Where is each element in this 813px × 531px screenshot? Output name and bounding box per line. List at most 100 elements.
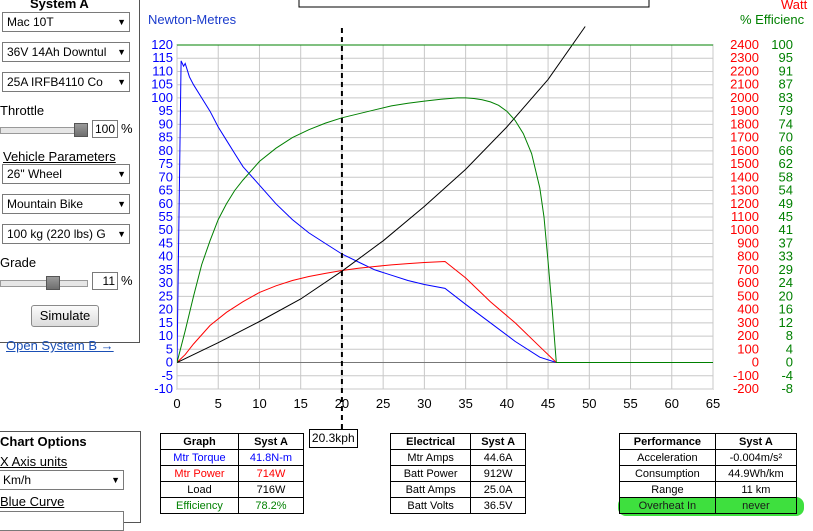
y-left-tick-label: 10 bbox=[159, 328, 173, 343]
y-left-tick-label: 95 bbox=[159, 103, 173, 118]
y-left-tick-label: 105 bbox=[151, 77, 173, 92]
blue-curve bbox=[177, 60, 557, 363]
black-curve bbox=[177, 26, 586, 363]
y-right-green-tick-label: 66 bbox=[779, 143, 793, 158]
table-row-value: 716W bbox=[237, 481, 305, 498]
table-row-value: 11 km bbox=[714, 481, 798, 498]
y-right-green-tick-label: 29 bbox=[779, 262, 793, 277]
vehicle-parameters-header: Vehicle Parameters bbox=[3, 149, 116, 164]
y-left-tick-label: 25 bbox=[159, 288, 173, 303]
table-row-value: 41.8N-m bbox=[237, 449, 305, 466]
x-tick-label: 30 bbox=[417, 396, 431, 411]
y-right-red-tick-label: 0 bbox=[752, 355, 759, 370]
speed-cursor-label[interactable]: 20.3kph bbox=[308, 429, 358, 448]
open-system-b-link[interactable]: Open System B → bbox=[6, 338, 114, 353]
y-left-tick-label: 5 bbox=[166, 341, 173, 356]
y-right-green-tick-label: 41 bbox=[779, 222, 793, 237]
throttle-percent-label: % bbox=[121, 121, 133, 136]
y-right-green-tick-label: 70 bbox=[779, 130, 793, 145]
y-right-red-tick-label: -200 bbox=[733, 381, 759, 396]
table-row-label: Batt Power bbox=[389, 465, 472, 482]
table-row-label: Consumption bbox=[619, 465, 716, 482]
table-header-cell: Syst A bbox=[714, 433, 798, 450]
y-right-red-tick-label: 900 bbox=[737, 235, 759, 250]
grade-slider[interactable] bbox=[0, 276, 88, 290]
table-row-value: -0.004m/s² bbox=[714, 449, 798, 466]
chevron-down-icon: ▼ bbox=[117, 169, 126, 179]
y-right-green-tick-label: 16 bbox=[779, 302, 793, 317]
chevron-down-icon: ▼ bbox=[117, 77, 126, 87]
chart-series bbox=[177, 26, 713, 363]
table-header-row: Performance Syst A bbox=[619, 433, 798, 450]
table-row-label: Overheat In bbox=[619, 497, 716, 514]
x-tick-label: 20 bbox=[335, 396, 349, 411]
x-axis-units-value: Km/h bbox=[3, 473, 32, 487]
y-left-tick-label: 100 bbox=[151, 90, 173, 105]
table-row-value: 714W bbox=[237, 465, 305, 482]
table-header-cell: Graph bbox=[160, 433, 239, 450]
y-right-red-tick-label: 2000 bbox=[730, 90, 759, 105]
y-left-tick-label: 80 bbox=[159, 143, 173, 158]
table-row-label: Range bbox=[619, 481, 716, 498]
chevron-down-icon: ▼ bbox=[117, 229, 126, 239]
table-row: Range 11 km bbox=[619, 481, 798, 498]
controller-select[interactable]: 25A IRFB4110 Co ▼ bbox=[2, 72, 130, 92]
blue-curve-select[interactable] bbox=[0, 511, 124, 531]
x-tick-label: 65 bbox=[706, 396, 720, 411]
table-row: Acceleration -0.004m/s² bbox=[619, 449, 798, 466]
performance-table: Performance Syst A Acceleration -0.004m/s² C… bbox=[619, 433, 798, 514]
bike-type-select[interactable]: Mountain Bike ▼ bbox=[2, 194, 130, 214]
table-row: Consumption 44.9Wh/km bbox=[619, 465, 798, 482]
weight-select[interactable]: 100 kg (220 lbs) G ▼ bbox=[2, 224, 130, 244]
performance-chart: Newton-Metres Watt % Efficienc 0 5 10 15 20 2… bbox=[148, 0, 808, 430]
y-axis-left-label: Newton-Metres bbox=[148, 12, 237, 27]
battery-select[interactable]: 36V 14Ah Downtul ▼ bbox=[2, 42, 130, 62]
chart-options-header: Chart Options bbox=[0, 434, 87, 449]
table-row-value: 78.2% bbox=[237, 497, 305, 514]
y-right-green-tick-label: 45 bbox=[779, 209, 793, 224]
table-row: Load 716W bbox=[160, 481, 305, 498]
table-header-row: Electrical Syst A bbox=[389, 433, 526, 450]
y-right-green-tick-label: 62 bbox=[779, 156, 793, 171]
throttle-slider[interactable] bbox=[0, 123, 88, 137]
y-left-tick-label: 35 bbox=[159, 262, 173, 277]
table-row-label: Acceleration bbox=[619, 449, 716, 466]
grade-slider-thumb[interactable] bbox=[45, 276, 60, 290]
grade-input[interactable]: 11 bbox=[92, 272, 118, 290]
y-right-green-tick-label: 49 bbox=[779, 196, 793, 211]
throttle-input[interactable]: 100 bbox=[92, 120, 118, 138]
y-right-red-tick-label: 2400 bbox=[730, 37, 759, 52]
chart-grid bbox=[176, 44, 714, 390]
red-curve bbox=[177, 260, 557, 363]
x-tick-label: 55 bbox=[623, 396, 637, 411]
y-left-tick-label: 120 bbox=[151, 37, 173, 52]
table-header-cell: Syst A bbox=[237, 433, 305, 450]
table-row-label: Mtr Power bbox=[160, 465, 239, 482]
wheel-select[interactable]: 26" Wheel ▼ bbox=[2, 164, 130, 184]
y-right-red-tick-label: 1900 bbox=[730, 103, 759, 118]
table-row-value: never bbox=[714, 497, 798, 514]
throttle-slider-thumb[interactable] bbox=[74, 123, 88, 137]
y-right-green-tick-label: 54 bbox=[779, 183, 793, 198]
simulate-button[interactable]: Simulate bbox=[31, 305, 99, 327]
x-axis-units-select[interactable]: Km/h ▼ bbox=[0, 470, 124, 490]
motor-select[interactable]: Mac 10T ▼ bbox=[2, 12, 130, 32]
x-tick-label: 60 bbox=[665, 396, 679, 411]
table-row-label: Load bbox=[160, 481, 239, 498]
y-right-green-tick-label: 58 bbox=[779, 169, 793, 184]
y-right-green-tick-label: -8 bbox=[781, 381, 793, 396]
chevron-down-icon: ▼ bbox=[117, 199, 126, 209]
y-right-green-tick-label: 4 bbox=[786, 341, 793, 356]
chart-ticks: 0 5 10 15 20 25 30 35 40 45 50 55 60 65-10 -200 -8-5 -10… bbox=[151, 37, 793, 411]
blue-curve-label: Blue Curve bbox=[0, 494, 65, 509]
controller-select-value: 25A IRFB4110 Co bbox=[7, 75, 103, 89]
y-left-tick-label: 45 bbox=[159, 235, 173, 250]
table-header-row: Graph Syst A bbox=[160, 433, 305, 450]
grade-label: Grade bbox=[0, 255, 37, 270]
y-left-tick-label: -10 bbox=[154, 381, 173, 396]
x-tick-label: 10 bbox=[252, 396, 266, 411]
y-right-red-tick-label: 1600 bbox=[730, 143, 759, 158]
battery-select-value: 36V 14Ah Downtul bbox=[7, 45, 107, 59]
chevron-down-icon: ▼ bbox=[117, 47, 126, 57]
y-right-green-tick-label: 100 bbox=[771, 37, 793, 52]
